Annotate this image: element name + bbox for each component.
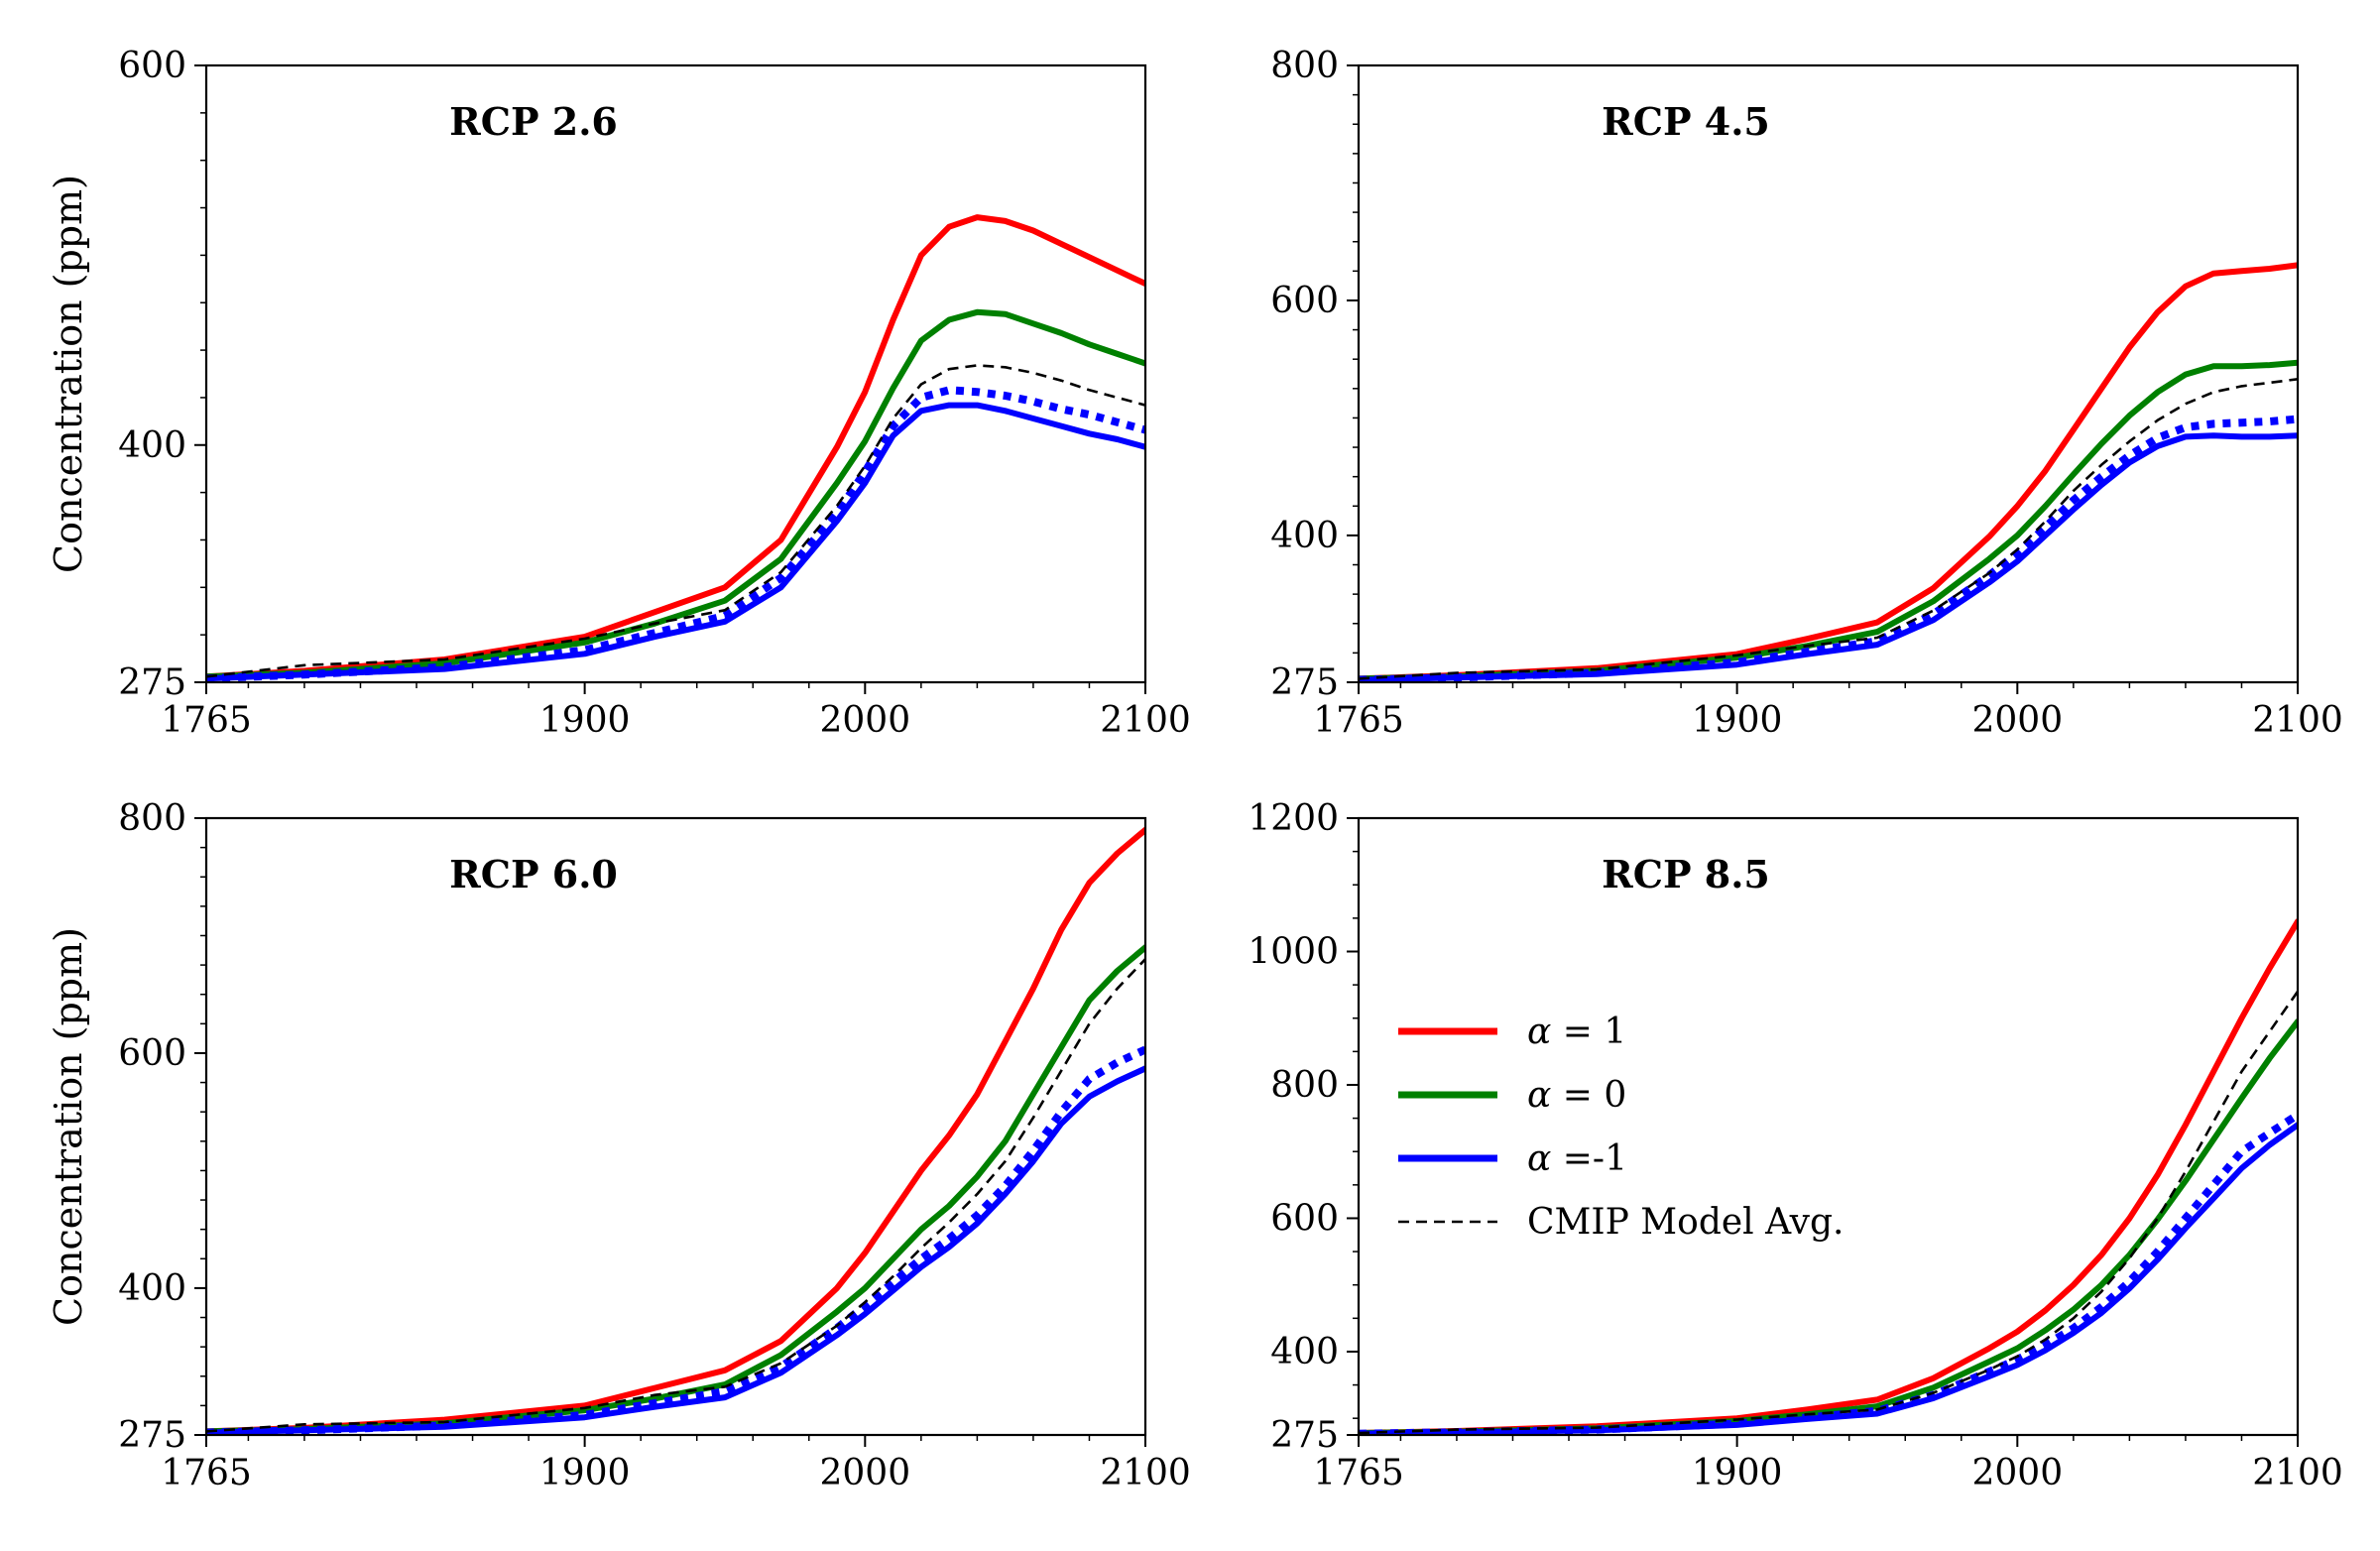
series-line-cmip	[1359, 991, 2298, 1435]
y-tick-label: 275	[118, 662, 186, 703]
x-tick-label: 1765	[1313, 700, 1404, 741]
legend-label: CMIP Model Avg.	[1527, 1202, 1844, 1243]
y-tick-label: 600	[118, 46, 186, 86]
panel-0: 1765 1900 2000 2100 275 400 600 RCP 2.6 Concentr…	[47, 46, 1191, 741]
series-line-alpha_1	[206, 214, 1145, 680]
panel-title: RCP 4.5	[1602, 99, 1770, 144]
x-tick-label: 1900	[1692, 700, 1783, 741]
x-tick-label: 1900	[1692, 1453, 1783, 1493]
panel-title: RCP 8.5	[1602, 852, 1770, 896]
y-tick-label: 1200	[1248, 798, 1339, 839]
x-tick-label: 1900	[539, 1453, 631, 1493]
y-tick-label: 400	[118, 1268, 186, 1309]
y-tick-label: 800	[1270, 46, 1339, 86]
series-line-cmip	[206, 958, 1145, 1433]
x-tick-label: 1765	[1313, 1453, 1404, 1493]
series-line-alpha_0	[1359, 1018, 2298, 1435]
legend-label-text: = 1	[1551, 1012, 1626, 1052]
legend-label-text: CMIP Model Avg.	[1527, 1202, 1844, 1243]
x-tick-label: 2000	[820, 1453, 911, 1493]
y-axis-label: Concentration (ppm)	[47, 175, 90, 573]
series-line-alpha_m1-dotted	[206, 386, 1145, 682]
series-line-alpha_m1	[1359, 1122, 2298, 1435]
series-line-alpha_m1	[206, 402, 1145, 682]
y-tick-label: 1000	[1248, 931, 1339, 972]
y-tick-label: 275	[118, 1415, 186, 1456]
series-line-alpha_m1-dotted	[206, 1045, 1145, 1435]
axes-frame	[1357, 816, 2300, 1437]
series-line-alpha_m1	[206, 1065, 1145, 1435]
y-tick-label: 800	[118, 798, 186, 839]
axes-frame	[1357, 63, 2300, 684]
series-group	[1359, 918, 2298, 1435]
y-tick-label: 275	[1270, 1415, 1339, 1456]
series-line-alpha_0	[206, 944, 1145, 1435]
x-tick-label: 2100	[2252, 700, 2343, 741]
y-tick-label: 275	[1270, 662, 1339, 703]
panel-title: RCP 6.0	[449, 852, 618, 896]
series-line-alpha_m1	[1359, 432, 2298, 682]
y-tick-label: 600	[1270, 1198, 1339, 1239]
series-line-cmip	[1359, 378, 2298, 680]
series-group	[206, 826, 1145, 1435]
series-line-alpha_0	[1359, 359, 2298, 682]
legend-label: α = 0	[1527, 1075, 1626, 1116]
x-tick-label: 2100	[1100, 700, 1191, 741]
y-axis-label: Concentration (ppm)	[47, 927, 90, 1326]
x-tick-label: 1765	[161, 700, 252, 741]
series-group	[1359, 262, 2298, 682]
x-tick-label: 2000	[1972, 1453, 2064, 1493]
series-group	[206, 214, 1145, 682]
x-tick-label: 1765	[161, 1453, 252, 1493]
panel-2: 1765 1900 2000 2100 275 400 600 800 RCP 6.0 Conce…	[47, 798, 1191, 1493]
series-line-alpha_1	[206, 826, 1145, 1435]
y-tick-label: 600	[118, 1033, 186, 1074]
series-line-alpha_0	[206, 308, 1145, 680]
x-tick-label: 2100	[2252, 1453, 2343, 1493]
y-tick-label: 600	[1270, 281, 1339, 321]
legend-label-text: = 0	[1551, 1075, 1626, 1116]
x-tick-label: 2000	[820, 700, 911, 741]
legend-alpha-symbol: α	[1527, 1138, 1551, 1179]
x-tick-label: 2100	[1100, 1453, 1191, 1493]
axes-frame	[204, 63, 1147, 684]
legend-label: α = 1	[1527, 1012, 1626, 1052]
panel-3: 1765 1900 2000 2100 275 400 600 800 1000 1200 RCP …	[1248, 798, 2342, 1493]
series-line-alpha_1	[1359, 262, 2298, 682]
legend-alpha-symbol: α	[1527, 1075, 1551, 1116]
series-line-alpha_m1-dotted	[1359, 415, 2298, 682]
panel-title: RCP 2.6	[449, 99, 618, 144]
y-tick-label: 400	[118, 425, 186, 466]
y-tick-label: 800	[1270, 1065, 1339, 1106]
legend-label: α =-1	[1527, 1138, 1627, 1179]
legend-label-text: =-1	[1551, 1138, 1627, 1179]
x-tick-label: 1900	[539, 700, 631, 741]
y-tick-label: 400	[1270, 516, 1339, 556]
series-line-alpha_m1-dotted	[1359, 1111, 2298, 1435]
legend-alpha-symbol: α	[1527, 1012, 1551, 1052]
panel-1: 1765 1900 2000 2100 275 400 600 800 RCP 4.5	[1270, 46, 2343, 741]
axes-frame	[204, 816, 1147, 1437]
series-line-cmip	[206, 364, 1145, 678]
series-line-alpha_1	[1359, 918, 2298, 1435]
x-tick-label: 2000	[1972, 700, 2064, 741]
y-tick-label: 400	[1270, 1332, 1339, 1372]
